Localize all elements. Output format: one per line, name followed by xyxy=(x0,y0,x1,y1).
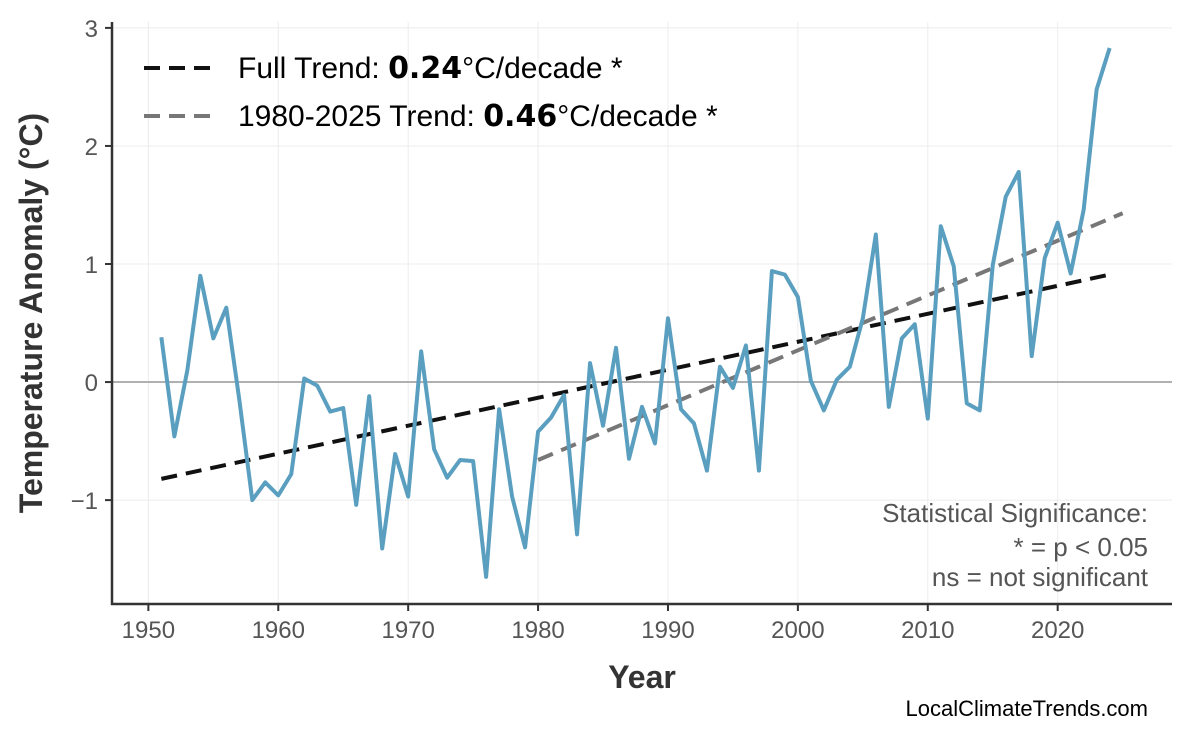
significance-star: * = p < 0.05 xyxy=(1014,532,1148,562)
grid xyxy=(112,22,1172,604)
significance-title: Statistical Significance: xyxy=(882,498,1148,528)
legend: Full Trend: 0.24°C/decade * 1980-2025 Tr… xyxy=(144,51,718,134)
watermark: LocalClimateTrends.com xyxy=(906,696,1149,721)
anomaly-line xyxy=(159,47,1112,579)
x-tick-label: 1990 xyxy=(641,617,694,644)
x-tick-label: 1970 xyxy=(381,617,434,644)
axes: 1950 1960 1970 1980 1990 2000 2010 2020 −1 0 1 2 3 xyxy=(71,16,1172,644)
series xyxy=(159,47,1112,579)
x-tick-label: 2020 xyxy=(1031,617,1084,644)
y-tick-label: −1 xyxy=(71,488,98,515)
x-tick-label: 1960 xyxy=(252,617,305,644)
x-tick-label: 2000 xyxy=(771,617,824,644)
x-axis-label: Year xyxy=(608,659,676,695)
y-tick-label: 1 xyxy=(85,252,98,279)
y-tick-label: 0 xyxy=(85,370,98,397)
significance-ns: ns = not significant xyxy=(932,562,1149,592)
x-tick-label: 1950 xyxy=(122,617,175,644)
y-tick-label: 3 xyxy=(85,16,98,43)
x-tick-label: 1980 xyxy=(511,617,564,644)
y-tick-label: 2 xyxy=(85,134,98,161)
trend-lines xyxy=(160,211,1124,481)
x-tick-label: 2010 xyxy=(901,617,954,644)
full-trend-line xyxy=(160,272,1111,481)
significance-note: Statistical Significance: * = p < 0.05 n… xyxy=(882,498,1149,592)
y-axis-label: Temperature Anomaly (°C) xyxy=(13,113,49,513)
legend-label-recent-trend: 1980-2025 Trend: 0.46°C/decade * xyxy=(238,99,718,134)
legend-label-full-trend: Full Trend: 0.24°C/decade * xyxy=(238,51,623,86)
